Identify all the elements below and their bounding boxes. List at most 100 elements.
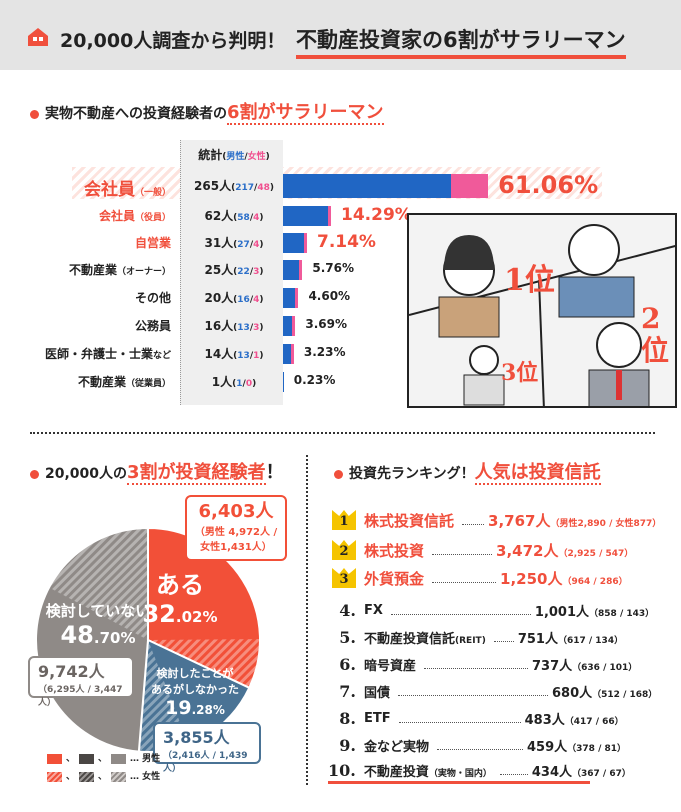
section3-title: 投資先ランキング！人気は投資信託: [334, 458, 601, 485]
leader-dots: [499, 774, 528, 775]
crown-icon: 3: [332, 568, 356, 588]
no-detail: （6,295人 / 3,447人）: [38, 685, 123, 708]
rank-3-label: 3位: [501, 360, 539, 386]
bar-male: [283, 344, 291, 364]
occupation-name: その他: [134, 291, 171, 305]
section3-title-highlight: 人気は投資信託: [474, 462, 601, 485]
bar: [283, 372, 284, 392]
pie-slice-0-female-overlay: [148, 639, 260, 688]
item-detail: （617 / 134）: [557, 635, 624, 646]
total-count: 265人: [194, 179, 232, 193]
section1-title-highlight: 6割がサラリーマン: [227, 102, 384, 125]
bar-male: [283, 206, 328, 226]
total-count: 16人: [204, 319, 234, 333]
house-icon: [28, 28, 48, 46]
occupation-label: 不動産業（オーナー）: [69, 261, 171, 278]
stats-header: 統計(男性/女性): [198, 148, 270, 162]
table-row: 医師・弁護士・士業など 14人(13/1) 3.23%: [0, 341, 681, 367]
female-label: 女性: [247, 152, 266, 162]
item-value: 751人（617 / 134）: [518, 628, 623, 647]
occupation-name: 会社員: [98, 209, 135, 223]
considered-pct-dec: .28%: [191, 703, 225, 717]
rank-number: 2: [339, 544, 349, 559]
male-count: 1: [236, 379, 243, 389]
table-row: 不動産業（従業員） 1人(1/0) 0.23%: [0, 369, 681, 395]
item-count: 434人: [531, 765, 573, 780]
yes-detail2: 女性1,431人）: [200, 542, 272, 553]
total-count: 25人: [204, 263, 234, 277]
item-value: 3,472人（2,925 / 547）: [496, 540, 633, 561]
item-name-text: 外貨預金: [364, 569, 425, 588]
bar-female: [327, 206, 331, 226]
item-count: 737人: [532, 658, 573, 674]
male-count: 13: [237, 323, 250, 333]
item-name: 国債: [364, 682, 390, 701]
section2-title-suffix: ！: [265, 462, 284, 483]
leader-dots: [398, 721, 521, 723]
female-count: 0: [245, 379, 253, 389]
rank-number: 6.: [339, 654, 356, 674]
rank-number: 10.: [328, 761, 356, 780]
item-value: 1,250人（964 / 286）: [500, 568, 628, 589]
item-name: 株式投資信託: [364, 510, 454, 531]
item-name: 暗号資産: [364, 655, 416, 674]
leader-dots: [390, 613, 531, 615]
percent-label: 5.76%: [312, 261, 354, 275]
crown-icon: 1: [332, 510, 356, 530]
item-detail: （378 / 81）: [567, 743, 627, 754]
occupation-sub: （オーナー）: [116, 267, 171, 277]
header-title-prefix: 20,000人調査から判明！: [60, 30, 286, 52]
bar-female: [299, 260, 303, 280]
total-count: 1人: [211, 375, 233, 389]
count-cell: 265人(217/48): [194, 179, 274, 193]
item-value: 483人（417 / 66）: [525, 709, 624, 728]
bar: [283, 260, 303, 280]
illustration-panel: 1位 2位 3位: [407, 213, 677, 408]
rank-number: 4.: [339, 600, 356, 620]
count-cell: 62人(58/4): [204, 209, 264, 223]
bar-female: [295, 288, 299, 308]
ranking-item: 9. 金など実物 459人（378 / 81）: [328, 733, 678, 757]
item-value: 680人（512 / 168）: [552, 682, 657, 701]
section3-title-prefix: 投資先ランキング！: [349, 466, 475, 482]
rank-number: 8.: [339, 708, 356, 728]
occupation-name: 不動産業: [77, 375, 126, 389]
table-row: 不動産業（オーナー） 25人(22/3) 5.76%: [0, 257, 681, 283]
considered-bubble: 3,855人 （2,416人 / 1,439人）: [153, 722, 261, 774]
considered-label2: あるがしなかった: [151, 683, 239, 696]
bar: [283, 206, 331, 226]
bar-male: [283, 260, 300, 280]
count-cell: 31人(27/4): [204, 236, 264, 250]
leader-dots: [462, 523, 485, 525]
total-count: 62人: [204, 209, 234, 223]
occupation-sub: （一般）: [134, 188, 171, 198]
item-value: 434人（367 / 67）: [532, 761, 631, 780]
bar-male: [283, 233, 304, 253]
bar: [283, 288, 299, 308]
item-detail: （858 / 143）: [589, 608, 655, 619]
total-count: 31人: [204, 236, 234, 250]
male-count: 22: [237, 267, 250, 277]
rank-number: 3: [339, 572, 349, 587]
considered-total: 3,855人: [163, 728, 230, 747]
bar: [283, 233, 307, 253]
item-name: 不動産投資（実物・国内）: [364, 761, 492, 780]
item-detail: （367 / 67）: [572, 769, 631, 779]
bar-male: [283, 316, 293, 336]
female-count: 48: [257, 183, 270, 193]
leader-dots: [398, 694, 549, 696]
total-count: 20人: [204, 291, 234, 305]
item-detail: （417 / 66）: [564, 716, 624, 727]
no-pct-dec: .70%: [93, 629, 136, 647]
slice-label-considered: 検討したことが あるがしなかった 19.28%: [140, 665, 250, 719]
item-name: FX: [364, 603, 383, 618]
bar-male: [283, 174, 451, 198]
leader-dots: [432, 581, 497, 583]
yes-total: 6,403人: [198, 501, 274, 522]
bar: [283, 316, 296, 336]
item-detail: （964 / 286）: [562, 576, 628, 587]
percent-label: 7.14%: [316, 232, 376, 252]
female-count: 4: [253, 295, 260, 305]
occupation-label: 会社員（役員）: [99, 207, 171, 224]
percent-label: 3.23%: [303, 345, 346, 359]
